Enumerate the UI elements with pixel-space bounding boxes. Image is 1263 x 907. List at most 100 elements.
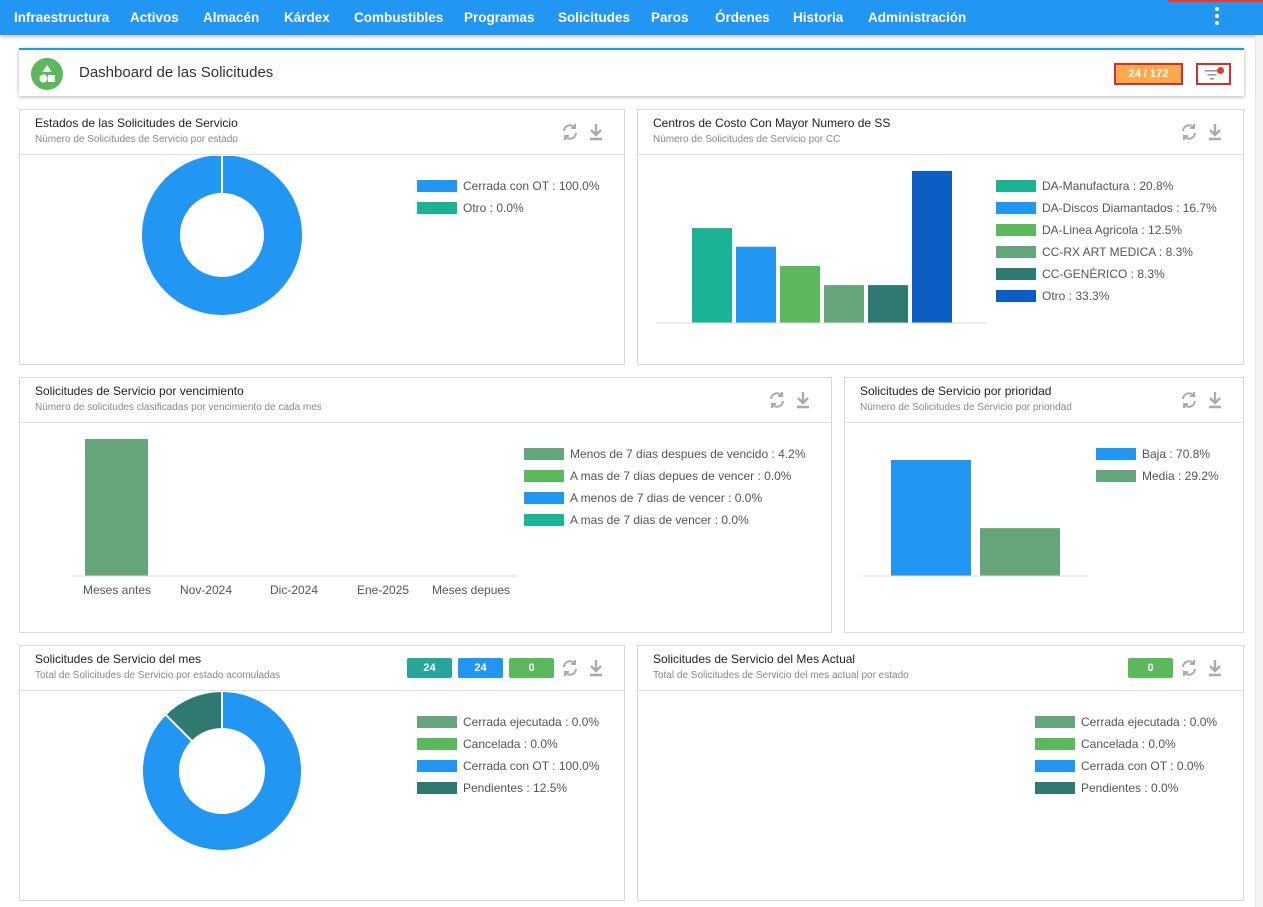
legend-item[interactable]: CC-GENÉRICO : 8.3% (996, 263, 1217, 285)
legend-swatch (1035, 738, 1075, 750)
nav-almacen[interactable]: Almacén (203, 10, 260, 25)
legend-label: A mas de 7 dias de vencer : 0.0% (570, 513, 749, 527)
refresh-icon[interactable] (767, 390, 787, 410)
nav-paros[interactable]: Paros (651, 10, 689, 25)
download-icon[interactable] (793, 390, 813, 410)
nav-kardex[interactable]: Kárdex (284, 10, 330, 25)
download-icon[interactable] (586, 658, 606, 678)
legend-item[interactable]: Menos de 7 dias despues de vencido : 4.2… (524, 443, 806, 465)
donut-slice-pendientes[interactable] (164, 692, 223, 743)
stat-badge-canceladas: 0 (509, 658, 554, 678)
refresh-icon[interactable] (560, 122, 580, 142)
legend-item[interactable]: Pendientes : 12.5% (417, 777, 600, 799)
nav-ordenes[interactable]: Órdenes (715, 10, 770, 25)
legend-item[interactable]: A mas de 7 dias depues de vencer : 0.0% (524, 465, 806, 487)
legend-item[interactable]: CC-RX ART MEDICA : 8.3% (996, 241, 1217, 263)
refresh-icon[interactable] (1179, 658, 1199, 678)
stat-badge-total: 24 (407, 658, 452, 678)
bar-media[interactable] (980, 528, 1060, 576)
legend-label: Media : 29.2% (1142, 469, 1219, 483)
top-navbar: Infraestructura Activos Almacén Kárdex C… (0, 0, 1263, 35)
donut-chart-estados (142, 156, 302, 315)
counter-badge: 24 / 172 (1114, 63, 1183, 85)
dashboard-header: Dashboard de las Solicitudes 24 / 172 (19, 48, 1244, 96)
card-subtitle: Número de solicitudes clasificadas por v… (35, 402, 322, 413)
legend-item[interactable]: Cerrada con OT : 0.0% (1035, 755, 1217, 777)
nav-infraestructura[interactable]: Infraestructura (14, 10, 110, 25)
bar-da-discos-diamantados[interactable] (736, 246, 776, 323)
legend-item[interactable]: A menos de 7 dias de vencer : 0.0% (524, 487, 806, 509)
stat-badge-cerradas: 24 (458, 658, 503, 678)
nav-programas[interactable]: Programas (464, 10, 535, 25)
legend-item[interactable]: A mas de 7 dias de vencer : 0.0% (524, 509, 806, 531)
x-tick-label: Meses depues (432, 583, 511, 597)
donut-chart-mes (141, 692, 303, 852)
download-icon[interactable] (1205, 122, 1225, 142)
legend-swatch (996, 268, 1036, 280)
bar-chart-centros (656, 171, 988, 324)
refresh-icon[interactable] (1179, 390, 1199, 410)
card-subtitle: Número de Solicitudes de Servicio por es… (35, 134, 238, 145)
download-icon[interactable] (1205, 658, 1225, 678)
filter-button[interactable] (1196, 63, 1231, 85)
refresh-icon[interactable] (560, 658, 580, 678)
legend-item[interactable]: Cerrada con OT : 100.0% (417, 175, 600, 197)
legend-swatch (524, 492, 564, 504)
legend-item[interactable]: Cerrada con OT : 100.0% (417, 755, 600, 777)
card-subtitle: Total de Solicitudes de Servicio por est… (35, 670, 281, 681)
card-prioridad: Solicitudes de Servicio por prioridad Nú… (844, 377, 1244, 633)
legend-item[interactable]: Cerrada ejecutada : 0.0% (1035, 711, 1217, 733)
nav-activos[interactable]: Activos (130, 10, 179, 25)
legend-item[interactable]: DA-Manufactura : 20.8% (996, 175, 1217, 197)
legend-swatch (1035, 782, 1075, 794)
legend-item[interactable]: DA-Discos Diamantados : 16.7% (996, 197, 1217, 219)
legend-swatch (417, 782, 457, 794)
bar-baja[interactable] (891, 460, 971, 576)
legend-swatch (417, 180, 457, 192)
legend-item[interactable]: Cerrada ejecutada : 0.0% (417, 711, 600, 733)
bar-cc-rx-art-medica[interactable] (824, 285, 864, 323)
x-tick-label: Ene-2025 (357, 583, 410, 597)
download-icon[interactable] (1205, 390, 1225, 410)
legend-item[interactable]: Pendientes : 0.0% (1035, 777, 1217, 799)
nav-solicitudes[interactable]: Solicitudes (558, 10, 631, 25)
legend-centros: DA-Manufactura : 20.8% DA-Discos Diamant… (996, 175, 1217, 307)
legend-label: Cancelada : 0.0% (1081, 737, 1176, 751)
x-tick-label: Nov-2024 (180, 583, 233, 597)
legend-item[interactable]: Cancelada : 0.0% (1035, 733, 1217, 755)
nav-historia[interactable]: Historia (793, 10, 844, 25)
bar-cc-gen-rico[interactable] (868, 285, 908, 323)
page-scrollbar[interactable] (1255, 35, 1263, 907)
bar-meses-antes[interactable] (85, 439, 148, 576)
legend-item[interactable]: Media : 29.2% (1096, 465, 1219, 487)
filter-active-dot (1217, 67, 1224, 74)
legend-item[interactable]: Baja : 70.8% (1096, 443, 1219, 465)
legend-label: Cerrada con OT : 100.0% (463, 179, 600, 193)
legend-swatch (996, 290, 1036, 302)
card-title: Solicitudes de Servicio por vencimiento (35, 384, 244, 398)
card-subtitle: Total de Solicitudes de Servicio del mes… (653, 670, 909, 681)
more-vert-icon[interactable] (1211, 6, 1223, 28)
legend-label: Otro : 0.0% (463, 201, 524, 215)
legend-estados: Cerrada con OT : 100.0% Otro : 0.0% (417, 175, 600, 219)
refresh-icon[interactable] (1179, 122, 1199, 142)
bar-da-linea-agricola[interactable] (780, 265, 820, 323)
card-title: Centros de Costo Con Mayor Numero de SS (653, 116, 891, 130)
legend-item[interactable]: Cancelada : 0.0% (417, 733, 600, 755)
legend-swatch (524, 470, 564, 482)
nav-combustibles[interactable]: Combustibles (354, 10, 444, 25)
filter-icon (1205, 70, 1219, 80)
legend-item[interactable]: Otro : 0.0% (417, 197, 600, 219)
legend-swatch (1035, 760, 1075, 772)
bar-da-manufactura[interactable] (692, 228, 732, 323)
legend-mes-actual: Cerrada ejecutada : 0.0% Cancelada : 0.0… (1035, 711, 1217, 799)
bar-otro[interactable] (912, 171, 952, 323)
legend-swatch (417, 760, 457, 772)
card-mes-actual: Solicitudes de Servicio del Mes Actual T… (637, 645, 1244, 901)
download-icon[interactable] (586, 122, 606, 142)
legend-item[interactable]: Otro : 33.3% (996, 285, 1217, 307)
card-mes: Solicitudes de Servicio del mes Total de… (19, 645, 625, 901)
legend-item[interactable]: DA-Linea Agricola : 12.5% (996, 219, 1217, 241)
legend-label: Pendientes : 0.0% (1081, 781, 1179, 795)
nav-administracion[interactable]: Administración (868, 10, 967, 25)
